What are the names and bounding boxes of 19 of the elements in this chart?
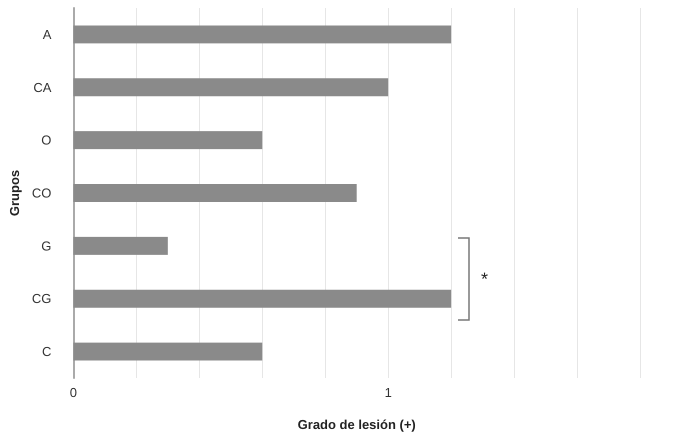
bar [73,290,452,308]
bar [73,236,168,255]
y-axis-title: Grupos [7,170,22,216]
annotation: * [481,269,488,290]
y-tick-label: CA [33,80,52,95]
bar [73,342,262,361]
y-tick-label: C [42,344,52,360]
x-tick-label: 1 [384,385,392,400]
bar [73,184,357,202]
x-axis-title: Grado de lesión (+) [298,417,416,432]
y-tick-label: O [41,132,52,148]
bar [73,78,388,96]
x-tick-label: 0 [70,385,78,400]
y-tick-label: CO [32,186,52,200]
y-tick-label: CG [32,291,52,306]
bar [73,25,452,44]
bar [73,131,262,150]
y-tick-label: G [41,238,52,254]
y-tick-label: A [42,26,52,42]
